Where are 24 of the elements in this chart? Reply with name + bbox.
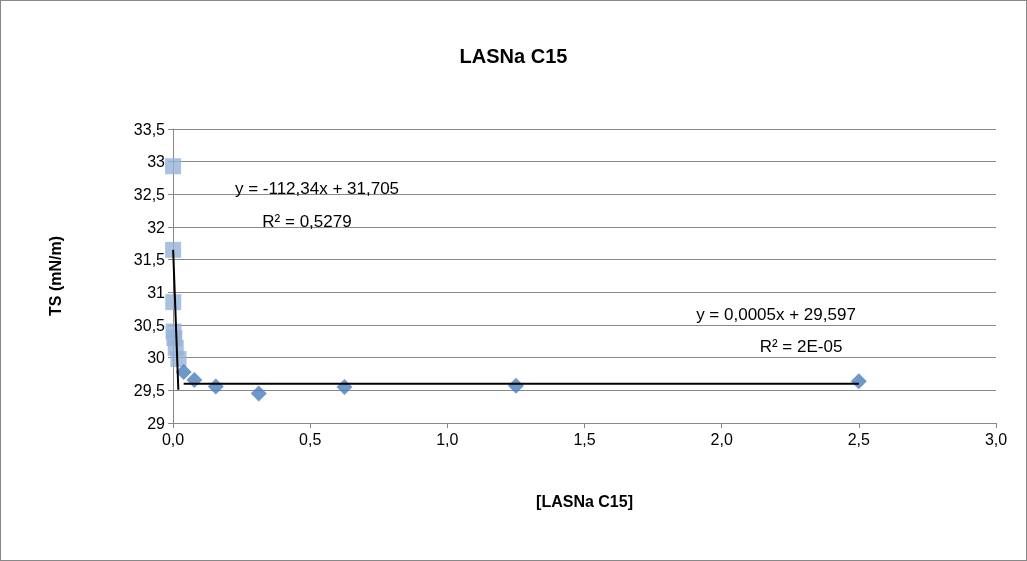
y-tick-label: 32,5 (133, 185, 166, 203)
y-tick-label: 29 (147, 414, 166, 432)
chart-title: LASNa C15 (459, 45, 568, 67)
annotation: R² = 2E-05 (759, 336, 843, 356)
y-tick-label: 33,5 (133, 120, 166, 138)
x-tick-label: 3,0 (984, 430, 1008, 448)
x-tick-label: 0,5 (299, 430, 322, 448)
y-tick-label: 31,5 (133, 251, 166, 269)
x-tick-label: 1,0 (436, 430, 459, 448)
annotation: y = -112,34x + 31,705 (234, 178, 400, 198)
x-tick-label: 0,0 (161, 430, 185, 448)
x-tick-label: 2,0 (710, 430, 733, 448)
y-tick-label: 33 (147, 153, 166, 171)
y-tick-label: 29,5 (133, 381, 166, 399)
x-tick-label: 1,5 (573, 430, 596, 448)
y-tick-label: 30 (147, 349, 166, 367)
x-tick-label: 2,5 (847, 430, 871, 448)
y-axis-title: TS (mN/m) (46, 236, 64, 316)
y-tick-label: 32 (147, 218, 166, 236)
annotation: R² = 0,5279 (262, 211, 352, 231)
y-tick-label: 30,5 (133, 316, 166, 334)
annotation: y = 0,0005x + 29,597 (696, 304, 856, 324)
x-axis-title: [LASNa C15] (536, 492, 633, 510)
y-tick-label: 31 (147, 283, 166, 301)
